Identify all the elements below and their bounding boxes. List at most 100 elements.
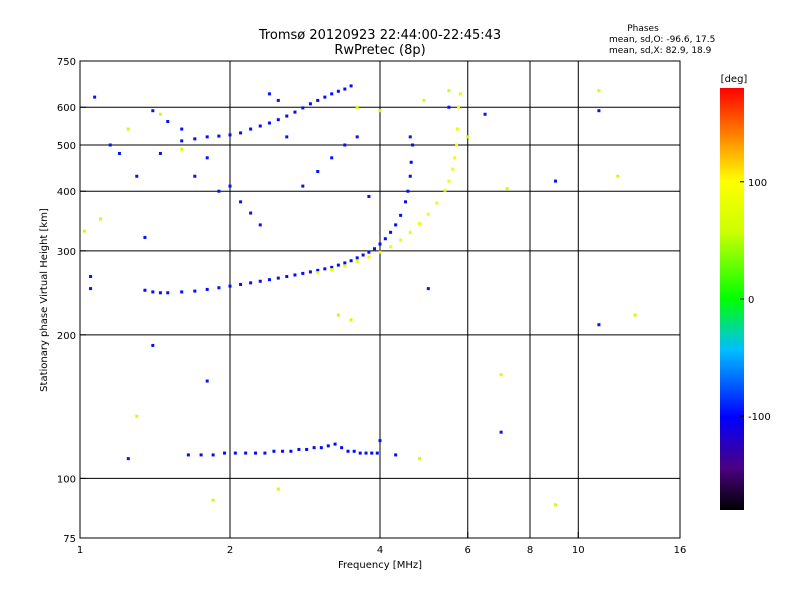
- data-point: [408, 135, 412, 139]
- data-point: [281, 449, 285, 453]
- data-point: [389, 245, 393, 249]
- grid-lines: [80, 61, 680, 538]
- data-point: [143, 288, 147, 292]
- data-point: [193, 137, 197, 141]
- y-tick-label: 750: [57, 57, 76, 68]
- data-point: [228, 284, 232, 288]
- data-point: [199, 453, 203, 457]
- data-point: [447, 179, 451, 183]
- data-point: [447, 105, 451, 109]
- data-point: [451, 167, 455, 171]
- chart-title: Tromsø 20120923 22:44:00-22:45:43: [258, 28, 501, 43]
- y-tick-label: 75: [63, 534, 76, 545]
- data-point: [367, 194, 371, 198]
- data-point: [458, 92, 462, 96]
- x-tick-label: 10: [572, 545, 585, 556]
- data-point: [117, 151, 121, 155]
- data-point: [358, 451, 362, 455]
- data-point: [205, 156, 209, 160]
- data-point: [297, 447, 301, 451]
- data-point: [394, 453, 398, 457]
- data-point: [343, 264, 347, 268]
- data-point: [258, 223, 262, 227]
- legend-title: Phases: [627, 24, 659, 34]
- data-point: [205, 135, 209, 139]
- data-point: [293, 273, 297, 277]
- data-point: [323, 95, 327, 99]
- data-point: [349, 318, 353, 322]
- data-point: [373, 247, 377, 251]
- data-point: [180, 290, 184, 294]
- data-point: [443, 188, 447, 192]
- data-point: [389, 230, 393, 234]
- chart-subtitle: RwPretec (8p): [334, 43, 425, 58]
- data-point: [233, 451, 237, 455]
- data-point: [135, 174, 139, 178]
- data-point: [483, 112, 487, 116]
- data-point: [301, 106, 305, 110]
- x-tick-label: 8: [527, 545, 533, 556]
- x-tick-label: 4: [377, 545, 383, 556]
- colorbar-label: [deg]: [721, 74, 748, 85]
- data-point: [340, 446, 344, 450]
- data-point: [355, 256, 359, 260]
- data-point: [330, 265, 334, 269]
- y-axis: 75 100 200 300 400 500 600 750: [57, 57, 86, 545]
- data-point: [383, 237, 387, 241]
- data-point: [453, 156, 457, 160]
- data-point: [228, 133, 232, 137]
- data-point: [308, 270, 312, 274]
- data-point: [435, 201, 439, 205]
- data-point: [364, 451, 368, 455]
- data-point: [108, 143, 112, 147]
- data-point: [616, 174, 620, 178]
- data-point: [408, 174, 412, 178]
- data-point: [217, 286, 221, 290]
- data-point: [447, 89, 451, 93]
- data-point: [316, 271, 320, 275]
- data-point: [99, 217, 103, 221]
- data-point: [293, 110, 297, 114]
- y-axis-label: Stationary phase Virtual Height [km]: [39, 208, 50, 392]
- data-point: [455, 143, 459, 147]
- data-point: [597, 109, 601, 113]
- data-point: [343, 87, 347, 91]
- data-point: [258, 279, 262, 283]
- data-point: [316, 169, 320, 173]
- data-point: [143, 235, 147, 239]
- data-point: [253, 451, 257, 455]
- data-point: [336, 313, 340, 317]
- data-point: [239, 200, 243, 204]
- data-point: [455, 127, 459, 131]
- y-tick-label: 600: [57, 103, 76, 114]
- data-point: [267, 92, 271, 96]
- data-point: [326, 444, 330, 448]
- data-point: [499, 430, 503, 434]
- data-point: [343, 143, 347, 147]
- data-point: [180, 127, 184, 131]
- data-point: [180, 147, 184, 151]
- colorbar-tick-label: 100: [748, 178, 767, 189]
- data-point: [217, 189, 221, 193]
- data-point: [305, 447, 309, 451]
- y-tick-label: 100: [57, 474, 76, 485]
- data-point: [276, 276, 280, 280]
- data-point: [93, 95, 97, 99]
- data-point: [422, 98, 426, 102]
- data-point: [403, 200, 407, 204]
- data-point: [408, 230, 412, 234]
- data-point: [378, 439, 382, 443]
- data-point: [553, 179, 557, 183]
- data-point: [367, 250, 371, 254]
- data-point: [330, 268, 334, 272]
- data-point: [289, 449, 293, 453]
- data-point: [597, 89, 601, 93]
- data-point: [399, 238, 403, 242]
- data-point: [239, 282, 243, 286]
- data-point: [323, 267, 327, 271]
- data-point: [312, 446, 316, 450]
- data-point: [367, 255, 371, 259]
- data-point: [499, 373, 503, 377]
- data-point: [301, 184, 305, 188]
